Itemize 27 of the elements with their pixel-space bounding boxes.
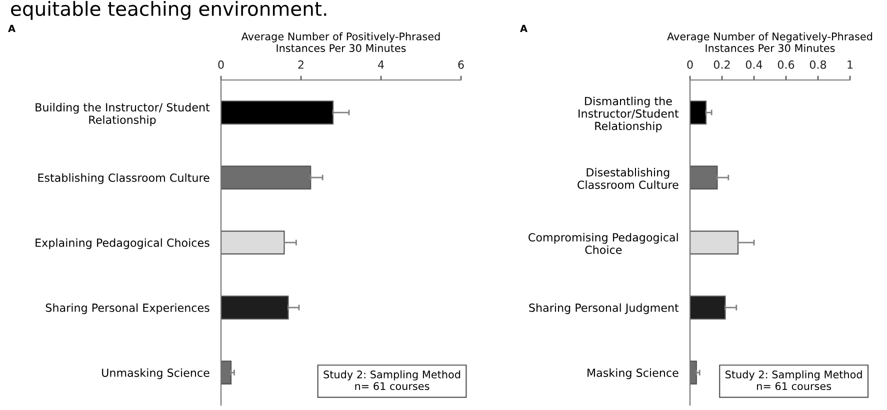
y-tick-label: Unmasking Science bbox=[102, 368, 210, 380]
y-tick-label: Disestablishing Classroom Culture bbox=[578, 168, 678, 189]
y-tick-label: Dismantling the Instructor/Student Relationship bbox=[578, 96, 679, 132]
y-tick-label: Compromising Pedagogical Choice bbox=[528, 232, 678, 254]
annotation: Study 2: Sampling Method n= 61 courses bbox=[324, 370, 460, 390]
text: A bbox=[8, 24, 16, 32]
x-tick-label: 4 bbox=[378, 60, 384, 69]
x-tick-label: 0.4 bbox=[746, 60, 762, 69]
text: A bbox=[520, 24, 528, 32]
annotation: Study 2: Sampling Method n= 61 courses bbox=[726, 370, 862, 390]
x-tick-label: 0 bbox=[218, 60, 224, 69]
x-axis-title: Average Number of Positively-Phrased Instances Per 30 Minutes bbox=[241, 32, 440, 52]
text: equitable teaching environment. bbox=[11, 1, 326, 20]
y-tick-label: Establishing Classroom Culture bbox=[38, 173, 210, 184]
y-tick-label: Sharing Personal Experiences bbox=[46, 303, 210, 314]
x-tick-label: 2 bbox=[298, 60, 304, 69]
y-tick-label: Sharing Personal Judgment bbox=[529, 303, 679, 314]
y-tick-label: Building the Instructor/ Student Relationship bbox=[36, 102, 210, 126]
x-tick-label: 6 bbox=[458, 60, 464, 69]
y-tick-label: Explaining Pedagogical Choices bbox=[36, 238, 210, 250]
x-tick-label: 0.6 bbox=[778, 60, 794, 69]
y-tick-label: Masking Science bbox=[588, 368, 678, 380]
x-tick-label: 0 bbox=[687, 60, 693, 69]
x-axis-title: Average Number of Negatively-Phrased Instances Per 30 Minutes bbox=[667, 32, 872, 52]
x-tick-label: 0.8 bbox=[810, 60, 826, 69]
x-tick-label: 1 bbox=[848, 60, 853, 69]
x-tick-label: 0.2 bbox=[714, 60, 730, 69]
